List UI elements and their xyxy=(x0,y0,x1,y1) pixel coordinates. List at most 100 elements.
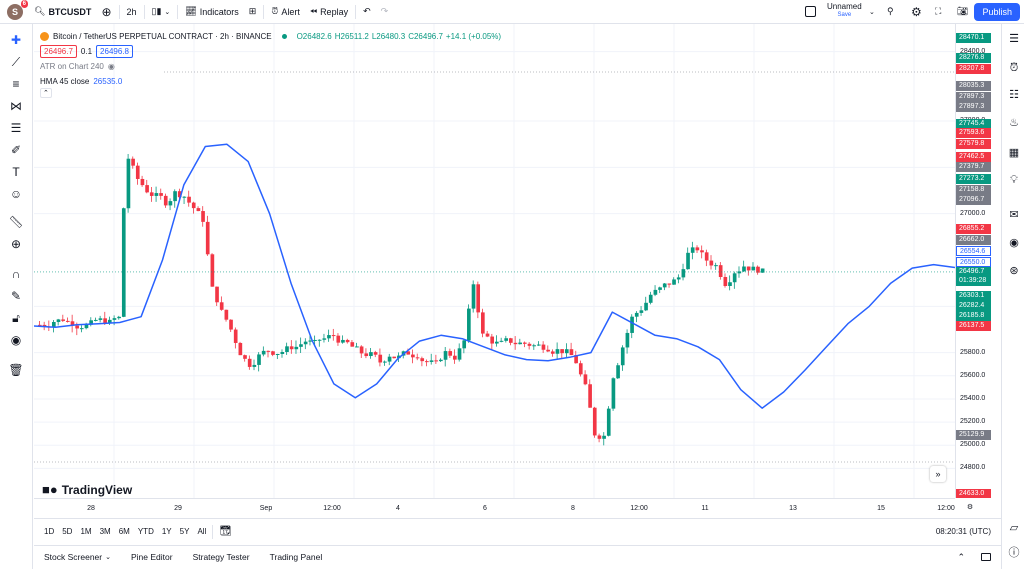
range-1y[interactable]: 1Y xyxy=(161,527,172,536)
candle-body xyxy=(163,195,168,206)
broadcast-icon[interactable]: ⊛ xyxy=(1009,264,1019,277)
chart-type-button[interactable]: ▯▮ ⌄ xyxy=(147,0,176,24)
hotlists-icon[interactable]: ♨ xyxy=(1009,116,1019,129)
layout-menu-chevron[interactable]: ⌄ xyxy=(864,0,880,24)
interval-button[interactable]: 2h xyxy=(126,6,137,17)
time-axis-settings-icon[interactable]: ⚙ xyxy=(966,504,974,511)
tab-trading-panel[interactable]: Trading Panel xyxy=(269,552,323,562)
price-label-tag: 27462.5 xyxy=(956,152,991,162)
alarm-clock-icon[interactable]: ⏰︎ xyxy=(1009,61,1019,74)
scroll-to-realtime-button[interactable]: » xyxy=(930,466,946,482)
goto-date-icon[interactable]: 📆︎ xyxy=(219,526,233,537)
layers-icon[interactable]: ▱ xyxy=(1009,521,1019,534)
eye-icon[interactable]: ◉ xyxy=(107,61,115,71)
tab-stock-screener[interactable]: Stock Screener ⌄ xyxy=(44,552,111,562)
candle-body xyxy=(742,266,746,272)
watchlist-icon[interactable]: ☰ xyxy=(1009,32,1019,45)
divider xyxy=(263,4,265,19)
price-tick: 25200.0 xyxy=(960,418,986,426)
pattern-icon[interactable]: ⋈ xyxy=(10,99,22,113)
price-tick: 25000.0 xyxy=(960,441,986,449)
candle-body xyxy=(196,208,201,212)
range-all[interactable]: All xyxy=(197,527,207,536)
fullscreen-button[interactable]: ⛶ xyxy=(930,0,946,24)
buy-button[interactable]: 26496.8 xyxy=(96,44,133,58)
candle-body xyxy=(56,319,61,322)
range-1m[interactable]: 1M xyxy=(80,527,92,536)
tab-pine-editor[interactable]: Pine Editor xyxy=(131,552,173,562)
collapse-panel-icon[interactable]: ⌃ xyxy=(957,551,965,562)
candle-body xyxy=(630,316,634,333)
chart-pane[interactable] xyxy=(34,24,955,498)
brush-icon[interactable]: ✐ xyxy=(10,143,22,157)
snapshot-button[interactable]: 📷︎ xyxy=(952,0,973,24)
candle-body xyxy=(564,349,569,354)
plus-circle-icon: ⊕ xyxy=(101,4,112,19)
undo-button[interactable]: ↶ xyxy=(358,0,376,24)
redo-button[interactable]: ↷ xyxy=(376,0,394,24)
symbol-search-button[interactable]: 🔍︎ BTCUSDT xyxy=(29,0,96,24)
alert-button[interactable]: ⏰︎ Alert xyxy=(271,6,300,17)
trendline-icon[interactable]: ⟋ xyxy=(11,54,21,69)
maximize-panel-icon[interactable] xyxy=(981,553,991,561)
price-label-tag: 26185.8 xyxy=(956,311,991,321)
candle-body xyxy=(686,252,690,270)
emoji-icon[interactable]: ☺ xyxy=(9,187,23,201)
indicators-button[interactable]: 📈︎ Indicators xyxy=(185,6,239,17)
utc-clock[interactable]: 08:20:31 (UTC) xyxy=(935,527,991,536)
lock-icon[interactable]: 🔓︎ xyxy=(12,310,20,325)
replay-button[interactable]: ⏪︎ Replay xyxy=(309,6,349,17)
price-axis[interactable]: 28400.027800.027400.027000.026200.025800… xyxy=(955,24,1001,498)
templates-button[interactable]: ⊞ xyxy=(244,0,262,24)
layout-name-button[interactable]: Unnamed Save xyxy=(827,2,862,19)
calendar-icon[interactable]: ▦ xyxy=(1008,146,1020,159)
candle-body xyxy=(443,351,448,360)
range-3m[interactable]: 3M xyxy=(99,527,111,536)
candle-body xyxy=(224,309,229,320)
range-5y[interactable]: 5Y xyxy=(179,527,190,536)
symbol-title[interactable]: Bitcoin / TetherUS PERPETUAL CONTRACT · … xyxy=(53,31,272,41)
text-icon[interactable]: T xyxy=(12,165,20,179)
candle-body xyxy=(481,312,485,334)
candle-body xyxy=(439,359,443,362)
chat-icon[interactable]: ✉ xyxy=(1009,208,1019,221)
lock-drawing-icon[interactable]: ✎ xyxy=(10,289,22,303)
candle-body xyxy=(434,360,439,362)
tab-strategy-tester[interactable]: Strategy Tester xyxy=(192,552,250,562)
fib-icon[interactable]: ≡ xyxy=(12,77,20,91)
range-ytd[interactable]: YTD xyxy=(137,527,154,536)
help-icon[interactable]: ⓘ xyxy=(1008,547,1020,559)
candle-body xyxy=(38,324,42,326)
quick-search-button[interactable]: ⚲ xyxy=(882,0,899,24)
layout-toggle[interactable] xyxy=(800,0,821,24)
zoom-in-icon[interactable]: ⊕ xyxy=(10,237,22,251)
ruler-icon[interactable]: 📏︎ xyxy=(8,215,24,229)
range-6m[interactable]: 6M xyxy=(118,527,130,536)
publish-button[interactable]: Publish xyxy=(974,3,1020,21)
candle-body xyxy=(285,346,289,352)
range-5d[interactable]: 5D xyxy=(62,527,73,536)
hma-indicator-label[interactable]: HMA 45 close xyxy=(40,76,90,86)
data-window-icon[interactable]: ☷ xyxy=(1009,88,1019,101)
prediction-icon[interactable]: ☰ xyxy=(10,121,22,135)
price-chart[interactable] xyxy=(34,24,955,498)
time-axis[interactable]: ⚙ 28 29 Sep 12:00 4 6 8 12:00 11 13 15 12:00 xyxy=(34,498,973,518)
crosshair-icon[interactable]: ✚ xyxy=(10,33,22,47)
signals-icon[interactable]: ◉ xyxy=(1009,236,1019,249)
candle-body xyxy=(247,358,252,367)
collapse-legend-icon[interactable]: ⌃ xyxy=(40,88,52,98)
range-1d[interactable]: 1D xyxy=(44,527,55,536)
ideas-icon[interactable]: 💡︎ xyxy=(1010,173,1018,186)
eye-icon[interactable]: ◉ xyxy=(10,333,22,347)
candle-body xyxy=(149,192,154,196)
compare-symbol-button[interactable]: ⊕ xyxy=(96,0,116,24)
atr-indicator-label[interactable]: ATR on Chart 240 xyxy=(40,61,104,71)
candle-body xyxy=(508,338,513,343)
magnet-icon[interactable]: ∩ xyxy=(11,267,21,281)
sell-button[interactable]: 26496.7 xyxy=(40,44,77,58)
candle-body xyxy=(159,193,163,196)
settings-button[interactable]: ⚙ xyxy=(906,0,927,24)
trash-icon[interactable]: 🗑︎ xyxy=(8,363,24,377)
candle-body xyxy=(275,353,280,355)
